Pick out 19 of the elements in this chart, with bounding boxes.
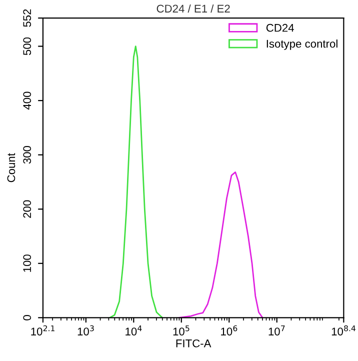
x-tick-label: 10$^{5}$: [173, 325, 190, 336]
x-tick-label: 10$^{7}$: [268, 325, 285, 336]
y-tick-label: 0: [23, 315, 32, 320]
x-tick-label: 10$^{8.4}$: [332, 325, 356, 336]
y-tick-label: 400: [23, 92, 32, 110]
legend-label: CD24: [266, 24, 294, 32]
y-tick-label: 552: [23, 9, 32, 27]
y-tick-label: 500: [23, 37, 32, 56]
y-tick-label: 200: [23, 200, 32, 218]
y-tick-label: 300: [23, 146, 32, 164]
x-tick-label: 10$^{2.1}$: [31, 325, 54, 336]
legend-label: Isotype control: [266, 40, 338, 50]
x-tick-label: 10$^{4}$: [126, 325, 142, 336]
y-tick-label: 100: [23, 254, 32, 272]
chart-title: CD24 / E1 / E2: [156, 4, 230, 13]
x-tick-label: 10$^{6}$: [221, 325, 238, 336]
x-axis-title: FITC-A: [176, 339, 212, 348]
x-tick-label: 10$^{3}$: [78, 325, 94, 336]
y-axis-title: Count: [7, 153, 16, 182]
